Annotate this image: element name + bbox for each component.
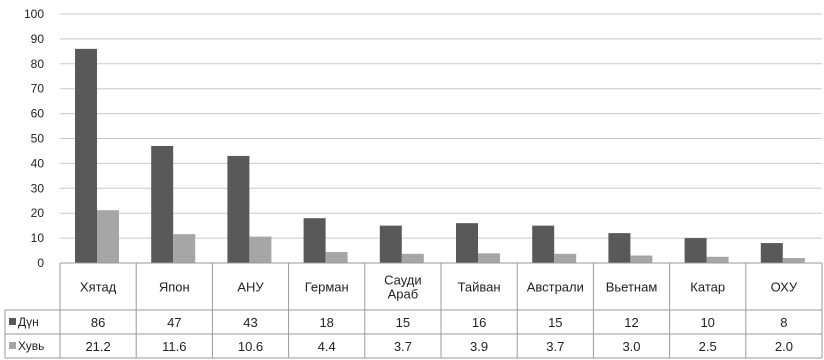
- data-cell: 10: [700, 315, 714, 330]
- y-tick-label: 0: [37, 256, 44, 270]
- bar-dun: [379, 225, 402, 263]
- data-cell: 2.0: [775, 339, 793, 354]
- data-cell: 18: [319, 315, 333, 330]
- y-tick-label: 30: [31, 181, 45, 195]
- data-cell: 2.5: [699, 339, 717, 354]
- y-tick-label: 70: [31, 82, 45, 96]
- bar-huv: [173, 234, 196, 263]
- data-cell: 12: [624, 315, 638, 330]
- data-cell: 21.2: [85, 339, 110, 354]
- bar-dun: [303, 218, 326, 263]
- bar-dun: [684, 238, 707, 263]
- y-tick-label: 50: [31, 132, 45, 146]
- y-tick-label: 10: [31, 231, 45, 245]
- data-cell: 43: [243, 315, 257, 330]
- category-label: Араб: [388, 287, 419, 302]
- data-cell: 3.9: [470, 339, 488, 354]
- y-tick-label: 80: [31, 57, 45, 71]
- legend-key: [9, 342, 16, 349]
- legend-key: [9, 318, 16, 325]
- category-label: Тайван: [458, 280, 501, 295]
- category-label: Сауди: [384, 273, 422, 288]
- data-cell: 15: [396, 315, 410, 330]
- data-cell: 3.7: [394, 339, 412, 354]
- bar-huv: [325, 252, 348, 263]
- category-label: Япон: [159, 280, 190, 295]
- data-cell: 47: [167, 315, 181, 330]
- data-cell: 16: [472, 315, 486, 330]
- y-tick-label: 40: [31, 156, 45, 170]
- bar-huv: [249, 236, 272, 263]
- legend-label: Дүн: [18, 315, 39, 329]
- bar-dun: [456, 223, 478, 263]
- category-label: ОХУ: [771, 280, 798, 295]
- bar-huv: [478, 253, 500, 263]
- data-cell: 3.0: [622, 339, 640, 354]
- bars: [75, 48, 805, 263]
- category-label: Катар: [690, 280, 725, 295]
- y-tick-label: 90: [31, 32, 45, 46]
- legend-label: Хувь: [18, 339, 44, 353]
- bar-dun: [151, 145, 174, 263]
- y-tick-label: 100: [24, 7, 44, 21]
- data-cell: 10.6: [238, 339, 263, 354]
- y-tick-label: 60: [31, 107, 45, 121]
- bar-dun: [532, 225, 555, 263]
- category-label: Австрали: [527, 280, 584, 295]
- bar-dun: [75, 48, 97, 263]
- data-cell: 8: [780, 315, 787, 330]
- y-tick-label: 20: [31, 206, 45, 220]
- bar-huv: [706, 256, 729, 263]
- data-cell: 15: [548, 315, 562, 330]
- bar-huv: [630, 255, 653, 263]
- data-cell: 3.7: [546, 339, 564, 354]
- bar-dun: [227, 155, 250, 263]
- category-label: Герман: [305, 280, 349, 295]
- bar-dun: [608, 233, 631, 263]
- bar-dun: [760, 243, 783, 263]
- y-axis: 0 10 20 30 40 50 60 70 80 90 100: [24, 7, 822, 270]
- bar-huv: [554, 253, 577, 263]
- category-label: АНУ: [237, 280, 264, 295]
- data-cell: 86: [91, 315, 105, 330]
- gridlines: [60, 13, 822, 264]
- bar-huv: [401, 253, 424, 263]
- category-label: Вьетнам: [606, 280, 658, 295]
- bar-huv: [782, 258, 805, 263]
- data-cell: 11.6: [162, 339, 186, 354]
- bar-huv: [97, 210, 119, 263]
- data-cell: 4.4: [318, 339, 336, 354]
- category-label: Хятад: [80, 280, 117, 295]
